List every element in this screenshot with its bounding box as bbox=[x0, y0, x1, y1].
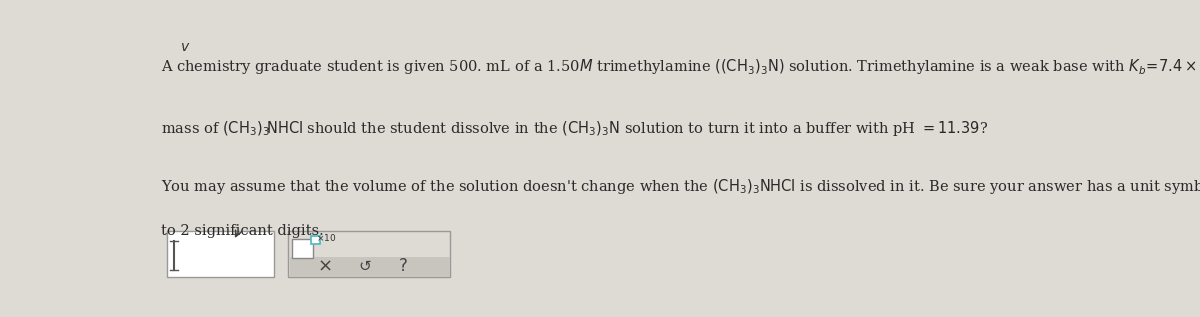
Text: v: v bbox=[181, 41, 190, 55]
Text: $\times$10: $\times$10 bbox=[316, 232, 336, 243]
Text: A chemistry graduate student is given 500. mL of a 1.50$M$ trimethylamine $\left: A chemistry graduate student is given 50… bbox=[161, 55, 1200, 77]
FancyBboxPatch shape bbox=[289, 256, 450, 277]
FancyBboxPatch shape bbox=[293, 239, 313, 258]
FancyBboxPatch shape bbox=[311, 236, 320, 244]
Text: ?: ? bbox=[398, 257, 407, 275]
Text: $\circlearrowleft$: $\circlearrowleft$ bbox=[355, 259, 372, 274]
Text: ×: × bbox=[317, 257, 332, 275]
Text: You may assume that the volume of the solution doesn't change when the $\left(\m: You may assume that the volume of the so… bbox=[161, 177, 1200, 196]
FancyBboxPatch shape bbox=[167, 231, 274, 277]
FancyBboxPatch shape bbox=[288, 231, 450, 277]
Text: mass of $\left(\mathrm{CH_3}\right)_3\!\mathrm{NHCl}$ should the student dissolv: mass of $\left(\mathrm{CH_3}\right)_3\!\… bbox=[161, 119, 989, 138]
Text: to 2 significant digits.: to 2 significant digits. bbox=[161, 223, 324, 237]
